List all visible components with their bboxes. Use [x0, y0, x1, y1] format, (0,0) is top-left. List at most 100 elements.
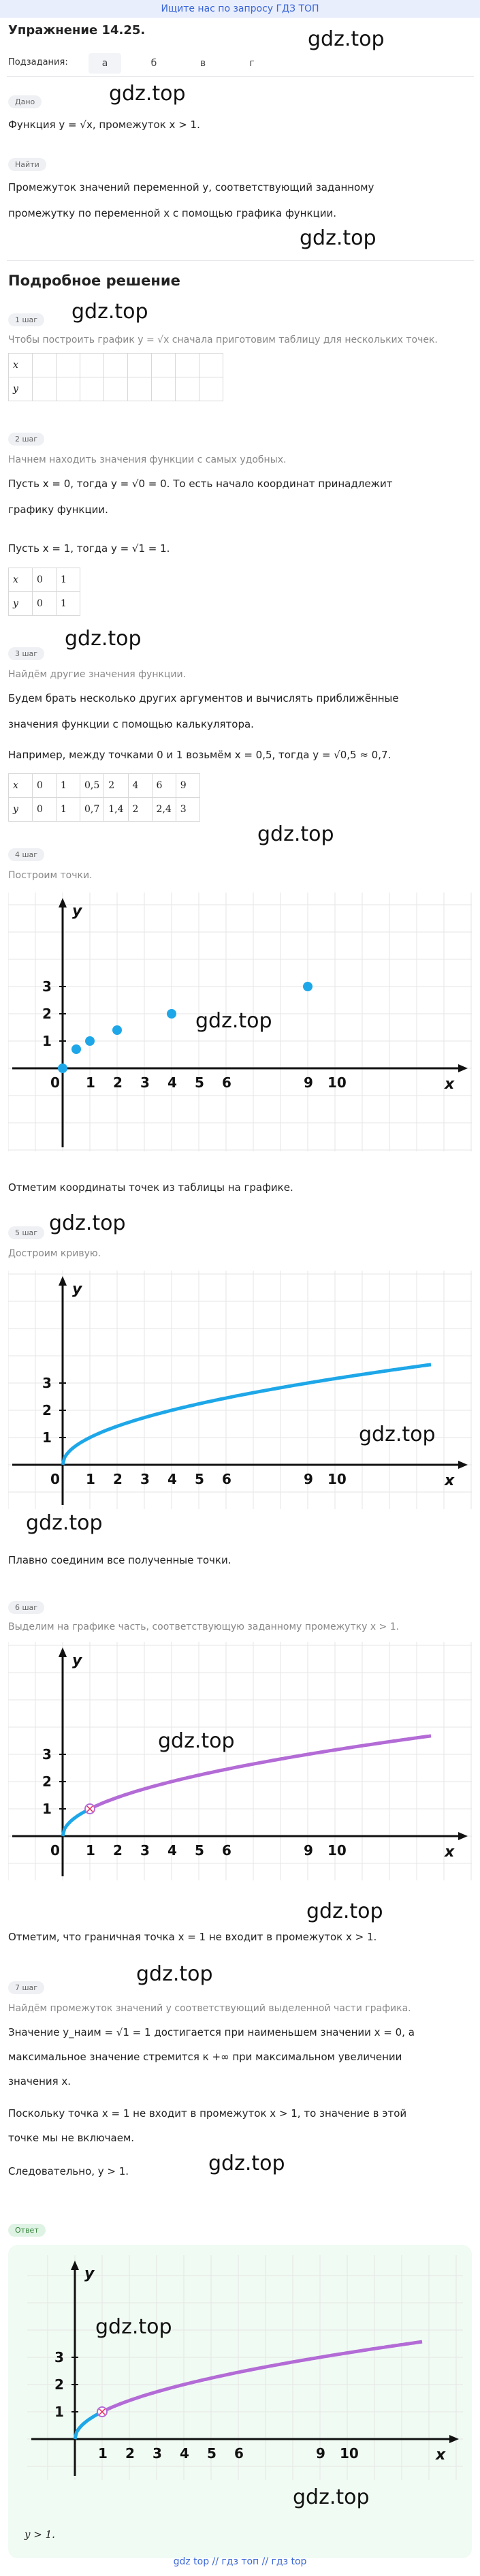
x-axis-label: x [444, 1844, 455, 1861]
table-cell: 9 [175, 773, 200, 798]
watermark: gdz.top [49, 1211, 126, 1235]
data-point [112, 1025, 122, 1035]
open-point-mark [86, 1805, 93, 1812]
y-tick-label: 1 [42, 1801, 52, 1817]
open-point-mark [99, 2408, 106, 2415]
answer-pill: Ответ [8, 2224, 46, 2237]
x-tick-label: 1 [86, 1471, 95, 1487]
data-point [58, 1064, 67, 1073]
x-tick-label: 9 [304, 1471, 313, 1487]
x-tick-label: 3 [140, 1471, 150, 1487]
step-line: Пусть x = 1, тогда y = √1 = 1. [8, 542, 170, 555]
y-tick-label: 3 [42, 1375, 52, 1391]
table-cell: x [8, 568, 33, 592]
step-pill: 3 шаг [8, 647, 45, 660]
x-tick-label: 4 [180, 2445, 189, 2462]
y-axis-arrow [59, 898, 67, 907]
data-point [167, 1009, 176, 1019]
y-tick-label: 2 [42, 1006, 52, 1022]
table-cell: x [8, 773, 33, 798]
step-note: Начнем находить значения функции с самых… [8, 454, 287, 465]
step-line: точке мы не включаем. [8, 2132, 135, 2144]
x-tick-label: 4 [167, 1074, 177, 1091]
tab-v[interactable]: в [199, 58, 206, 69]
step-line: значения функции с помощью калькулятора. [8, 718, 254, 730]
watermark: gdz.top [308, 27, 385, 51]
tab-g[interactable]: г [249, 58, 255, 69]
x-tick-label: 5 [207, 2445, 217, 2462]
y-axis-arrow [59, 1276, 67, 1286]
table-cell: 1 [56, 797, 80, 822]
x-tick-label: 2 [125, 2445, 135, 2462]
y-axis-arrow [71, 2261, 79, 2270]
step-pill: 4 шаг [8, 848, 45, 861]
x-tick-label: 6 [222, 1471, 231, 1487]
page-title: Упражнение 14.25. [8, 23, 146, 37]
tab-b[interactable]: б [150, 58, 157, 69]
step-line: Следовательно, y > 1. [8, 2165, 129, 2177]
function-curve [61, 1363, 432, 1465]
step-line: Отметим координаты точек из таблицы на г… [8, 1181, 293, 1194]
x-tick-label: 6 [222, 1074, 231, 1091]
x-tick-label: 2 [113, 1074, 123, 1091]
find-pill: Найти [8, 158, 46, 171]
x-tick-label: 5 [195, 1842, 204, 1859]
watermark: gdz.top [95, 2315, 172, 2339]
step-note: Достроим кривую. [8, 1248, 101, 1259]
step-pill: 6 шаг [8, 1601, 45, 1614]
step-pill: 5 шаг [8, 1226, 45, 1239]
table-3: x 0 1 0,5 2 4 6 9 y 0 1 0,7 1,4 2 2,4 3 [8, 773, 200, 822]
step-pill: 1 шаг [8, 313, 45, 326]
table-cell: 3 [175, 797, 200, 822]
y-axis-arrow [59, 1647, 67, 1657]
x-axis-arrow [458, 1064, 468, 1072]
table-cell: 2 [127, 797, 153, 822]
curve-chart: x y 0 1 2 3 4 5 6 9 10 1 2 3 gdz.top [8, 1271, 472, 1509]
table-cell: x [8, 353, 33, 377]
x-axis-arrow [449, 2435, 459, 2443]
watermark: gdz.top [136, 1962, 213, 1986]
table-cell: 2 [103, 773, 129, 798]
given-text: Функция y = √x, промежуток x > 1. [8, 119, 200, 131]
y-tick-label: 2 [54, 2376, 64, 2393]
function-curve [61, 1807, 90, 1837]
step-line: Значение y_наим = √1 = 1 достигается при… [8, 2026, 415, 2038]
step-note: Чтобы построить график y = √x сначала пр… [8, 335, 438, 345]
tab-a[interactable]: а [89, 53, 121, 74]
x-tick-label: 6 [234, 2445, 244, 2462]
step-note: Выделим на графике часть, соответствующу… [8, 1621, 400, 1632]
table-cell: 0,5 [79, 773, 105, 798]
x-tick-label: 3 [140, 1842, 150, 1859]
step-note: Найдём другие значения функции. [8, 669, 187, 680]
table-cell: 4 [127, 773, 153, 798]
watermark: gdz.top [195, 1009, 272, 1033]
footer-links[interactable]: gdz top // гдз топ // гдз top [173, 2556, 307, 2567]
top-banner[interactable]: Ищите нас по запросу ГДЗ ТОП [0, 0, 480, 18]
y-tick-label: 2 [42, 1402, 52, 1418]
table-cell: y [8, 591, 33, 616]
x-axis-label: x [444, 1076, 455, 1093]
data-point [85, 1036, 95, 1046]
y-tick-label: 3 [54, 2349, 64, 2365]
watermark: gdz.top [306, 1899, 383, 1923]
watermark: gdz.top [293, 2485, 370, 2509]
table-cell: 1,4 [103, 797, 129, 822]
table-cell: 1 [56, 568, 80, 592]
table-cell: 0 [32, 797, 57, 822]
y-tick-label: 1 [54, 2404, 64, 2420]
x-tick-label: 1 [98, 2445, 108, 2462]
x-axis-arrow [458, 1461, 468, 1469]
table-cell: 1 [56, 591, 80, 616]
step-line: Будем брать несколько других аргументов … [8, 692, 399, 704]
y-axis-label: y [72, 1281, 83, 1298]
empty-table: x y [8, 353, 223, 401]
x-tick-label: 4 [167, 1471, 177, 1487]
x-tick-label: 3 [153, 2445, 162, 2462]
table-cell: 0,7 [79, 797, 105, 822]
x-tick-label: 0 [50, 1842, 60, 1859]
x-tick-label: 9 [304, 1842, 313, 1859]
